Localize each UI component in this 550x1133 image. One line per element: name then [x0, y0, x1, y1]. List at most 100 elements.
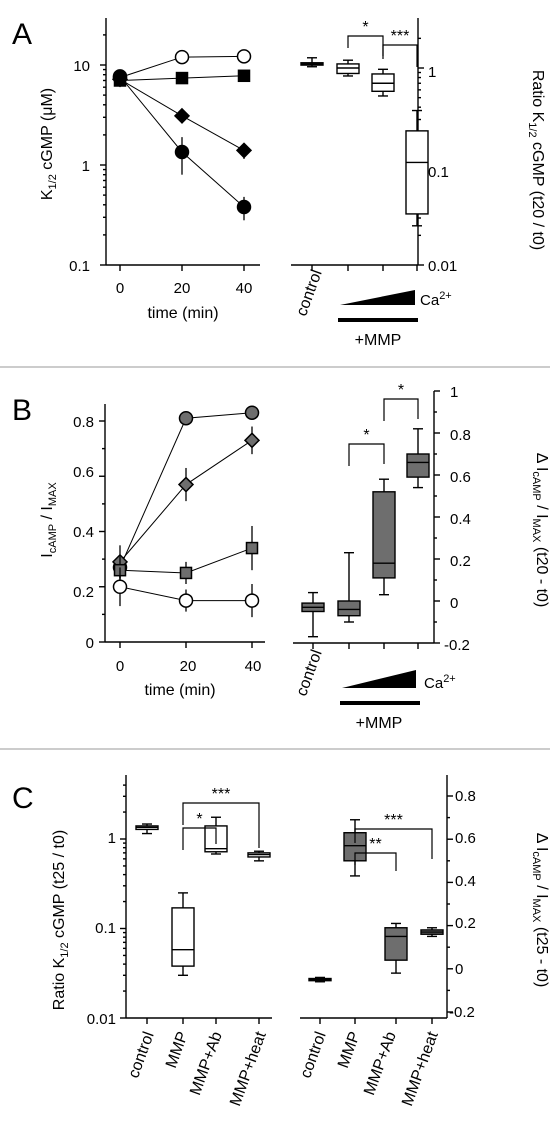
panel-b-right-box	[337, 600, 361, 617]
panel-a-mmp-label: +MMP	[355, 332, 402, 349]
panel-a-right-box	[405, 130, 429, 215]
panel-b-sig-bracket-label: *	[398, 382, 404, 399]
panel-a-left-xtick: 40	[236, 280, 253, 297]
panel-c-right-ytick: 0.6	[455, 830, 476, 847]
panel-c-left-category: control	[125, 1030, 157, 1081]
panel-b-right-ytick: 0.2	[450, 553, 471, 570]
panel-c-left-category: MMP	[163, 1030, 192, 1071]
panel-b-right-ytick: 1	[450, 384, 458, 401]
panel-a-calcium-wedge	[340, 290, 415, 305]
panel-b-left-ytick: 0.6	[73, 464, 94, 481]
panel-a-left-data-point	[112, 69, 128, 84]
panel-b-left-data-point	[112, 579, 128, 594]
panel-a-calcium-label: Ca2+	[420, 290, 452, 309]
panel-b-left-xtick: 20	[180, 658, 197, 675]
panel-b-left-ylabel: IcAMP / IMAX	[39, 482, 59, 558]
panel-c-left-category: MMP+heat	[227, 1029, 270, 1108]
panel-a-right-ylabel: Ratio K1/2 cGMP (t20 / t0)	[526, 70, 546, 250]
panel-c-right-ytick: 0.4	[455, 873, 476, 890]
panel-b-right-ytick: 0	[450, 595, 458, 612]
panel-a-left-data-point	[236, 49, 252, 64]
panel-a-left-data-point	[173, 107, 191, 124]
panel-b-left-ytick: 0.2	[73, 584, 94, 601]
panel-b-left-data-point	[177, 476, 195, 493]
panel-c-right-ytick: 0.8	[455, 788, 476, 805]
panel-a-left-ytick: 1	[82, 158, 90, 175]
panel-a-left-data-point	[174, 49, 190, 65]
panel-a-left-data-point	[237, 69, 251, 83]
panel-b-right-ytick: 0.6	[450, 469, 471, 486]
panel-a-left-data-point	[235, 142, 253, 159]
panel-a-sig-bracket	[347, 35, 384, 56]
panel-c-right-ytick: 0.2	[455, 915, 476, 932]
panel-c-left-ytick: 1	[108, 830, 116, 847]
panel-b-sig-bracket	[348, 443, 385, 466]
panel-letter-c: C	[12, 782, 34, 815]
panel-b-calcium-label: Ca2+	[424, 673, 456, 692]
panel-b-calcium-wedge	[342, 670, 416, 688]
panel-a-left-xtick: 20	[174, 280, 191, 297]
panel-b-left-data-point	[178, 593, 194, 608]
panel-b-left-data-point	[178, 410, 194, 426]
panel-a-sig-bracket-label: *	[362, 19, 368, 36]
panel-letter-a: A	[12, 18, 32, 51]
panel-c-left-ytick: 0.01	[87, 1011, 116, 1028]
panel-c-right-category: MMP	[335, 1030, 364, 1071]
panel-c-right-ylabel: Δ IcAMP / IMAX (t25 - t0)	[530, 833, 550, 988]
panel-a-left-data-point	[174, 144, 190, 160]
panel-b-left-data-point	[245, 541, 259, 555]
panel-a-category-control: control	[293, 268, 325, 319]
panel-a-mmp-bar	[338, 318, 418, 322]
panel-a-sig-bracket	[382, 44, 418, 67]
panel-b-left-ytick: 0.4	[73, 524, 94, 541]
panel-b-category-control: control	[293, 648, 325, 699]
panel-b-right-box	[372, 491, 396, 579]
panel-b-right-ytick: 0.4	[450, 511, 471, 528]
panel-c-right-category: MMP+Ab	[361, 1029, 400, 1097]
panel-b-right-ylabel: Δ IcAMP / IMAX (t20 - t0)	[530, 453, 550, 608]
panel-c-left-sig-bracket-label: ***	[212, 786, 231, 803]
panel-a-left-data-point	[236, 199, 252, 215]
panel-c-left-ylabel: Ratio K1/2 cGMP (t25 / t0)	[51, 830, 71, 1010]
panel-c-left-category: MMP+Ab	[187, 1029, 226, 1097]
panel-b-mmp-label: +MMP	[356, 715, 403, 732]
panel-a-left-data-point	[175, 71, 189, 85]
panel-b-right-ytick: -0.2	[444, 637, 470, 654]
panel-c-right-sig-bracket	[354, 852, 397, 871]
chart-marks: ***************	[99, 18, 453, 1024]
panel-b-left-ytick: 0.8	[73, 414, 94, 431]
panel-a-left-ytick: 10	[73, 58, 90, 75]
panel-b-left-data-point	[179, 566, 193, 580]
panel-c-right-ytick: 0	[455, 961, 463, 978]
panel-c-left-ytick: 0.1	[95, 920, 116, 937]
panel-a-right-ytick: 0.1	[428, 164, 449, 181]
panel-b-right-ytick: 0.8	[450, 427, 471, 444]
panel-b-left-data-point	[244, 405, 260, 420]
panel-b-left-xlabel: time (min)	[144, 682, 215, 699]
panel-a-left-xtick: 0	[116, 280, 124, 297]
panel-c-right-category: MMP+heat	[399, 1029, 442, 1108]
panel-b-mmp-bar	[340, 701, 420, 705]
panel-b-left-data-point	[244, 593, 260, 608]
panel-c-right-sig-bracket-label: ***	[384, 812, 403, 829]
panel-a-right-ytick: 1	[428, 64, 436, 81]
panel-c-left-sig-bracket-label: *	[196, 811, 202, 828]
panel-b-sig-bracket-label: *	[363, 427, 369, 444]
panel-c-left-sig-bracket	[182, 802, 260, 848]
panel-c-right-ytick: -0.2	[449, 1004, 475, 1021]
panel-a-sig-bracket-label: ***	[391, 28, 410, 45]
panel-a-left-xlabel: time (min)	[147, 305, 218, 322]
panel-c-right-category: control	[297, 1030, 329, 1081]
panel-c-left-box	[171, 907, 195, 967]
panel-c-right-sig-bracket-label: **	[369, 836, 381, 853]
panel-b-sig-bracket	[383, 398, 419, 421]
panel-b-left-xtick: 0	[116, 658, 124, 675]
panel-a-right-ytick: 0.01	[428, 258, 457, 275]
panel-c-left-sig-bracket	[182, 827, 217, 850]
panel-c-right-sig-bracket	[354, 828, 433, 859]
panel-c-right-box	[384, 927, 408, 961]
panel-b-left-ytick: 0	[86, 635, 94, 652]
panel-a-left-ytick: 0.1	[69, 258, 90, 275]
panel-letter-b: B	[12, 394, 32, 427]
